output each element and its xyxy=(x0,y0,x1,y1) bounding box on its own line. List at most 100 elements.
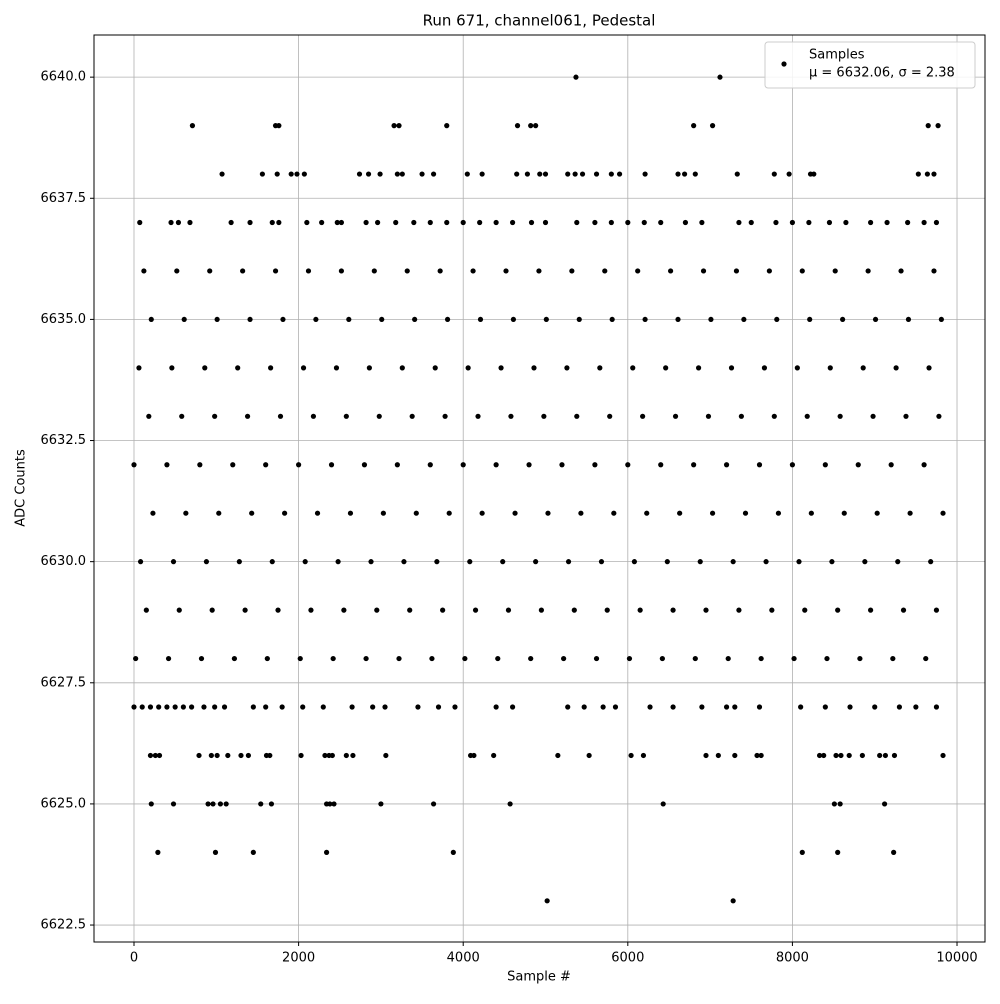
point xyxy=(938,316,944,323)
point xyxy=(322,752,328,759)
point xyxy=(862,559,868,565)
point xyxy=(343,413,349,419)
point xyxy=(699,704,705,710)
point xyxy=(640,752,647,759)
point xyxy=(597,365,603,371)
point xyxy=(900,607,907,613)
point xyxy=(493,704,499,710)
point xyxy=(576,316,582,323)
point xyxy=(703,752,709,759)
point xyxy=(493,219,499,226)
point xyxy=(396,123,402,129)
point xyxy=(628,752,634,759)
point xyxy=(407,607,413,613)
point xyxy=(493,462,499,468)
point xyxy=(681,171,688,177)
point xyxy=(928,559,934,565)
point xyxy=(404,268,410,274)
point xyxy=(642,316,648,323)
point xyxy=(156,704,162,710)
point xyxy=(658,219,664,226)
point xyxy=(888,462,894,468)
point xyxy=(175,219,182,226)
y-tick-label: 6632.5 xyxy=(41,433,87,448)
point xyxy=(394,462,400,468)
point xyxy=(396,655,402,662)
point xyxy=(789,462,796,468)
point xyxy=(822,704,828,710)
point xyxy=(164,462,170,468)
chart-title: Run 671, channel061, Pedestal xyxy=(423,12,656,30)
point xyxy=(221,704,228,710)
point xyxy=(300,365,307,371)
point xyxy=(608,171,614,177)
point xyxy=(756,462,763,468)
point xyxy=(174,268,180,274)
point xyxy=(926,365,932,371)
point xyxy=(555,752,561,759)
point xyxy=(244,413,251,419)
point xyxy=(829,559,835,565)
point xyxy=(223,801,229,807)
point xyxy=(189,123,196,129)
point xyxy=(543,316,549,323)
point xyxy=(263,462,269,468)
point xyxy=(572,171,578,177)
point xyxy=(267,752,273,759)
point xyxy=(183,510,189,516)
point xyxy=(168,219,174,226)
point xyxy=(212,849,219,855)
point xyxy=(631,559,637,565)
point xyxy=(537,171,543,177)
point xyxy=(442,413,448,419)
point xyxy=(699,219,705,226)
point xyxy=(921,462,927,468)
point xyxy=(214,752,220,759)
point xyxy=(846,752,852,759)
point xyxy=(524,171,531,177)
point xyxy=(156,752,163,759)
point xyxy=(181,316,187,323)
point xyxy=(450,849,456,855)
point xyxy=(664,559,670,565)
point xyxy=(296,462,302,468)
point xyxy=(276,219,282,226)
legend-box xyxy=(764,41,976,89)
point xyxy=(235,365,241,371)
point xyxy=(472,607,479,613)
point xyxy=(822,462,828,468)
point xyxy=(165,655,172,662)
point xyxy=(297,655,303,662)
point xyxy=(907,510,913,516)
point xyxy=(477,316,484,323)
point xyxy=(748,219,754,226)
point xyxy=(579,171,586,177)
point xyxy=(500,559,506,565)
point xyxy=(341,607,347,613)
point xyxy=(709,510,716,516)
point xyxy=(346,316,352,323)
point xyxy=(147,704,154,710)
point xyxy=(333,365,340,371)
point xyxy=(250,704,256,710)
point xyxy=(833,752,839,759)
point xyxy=(375,219,381,226)
x-tick-label: 0 xyxy=(130,951,138,966)
point xyxy=(393,219,399,226)
point xyxy=(804,413,810,419)
point xyxy=(940,752,946,759)
point xyxy=(924,171,930,177)
point xyxy=(196,752,202,759)
point xyxy=(508,413,514,419)
point xyxy=(923,655,929,662)
point xyxy=(732,752,738,759)
point xyxy=(738,413,744,419)
point xyxy=(189,704,195,710)
point xyxy=(323,849,330,855)
point xyxy=(228,219,234,226)
point xyxy=(700,268,707,274)
point xyxy=(391,123,397,129)
point xyxy=(691,462,697,468)
point xyxy=(542,219,549,226)
point xyxy=(338,268,344,274)
